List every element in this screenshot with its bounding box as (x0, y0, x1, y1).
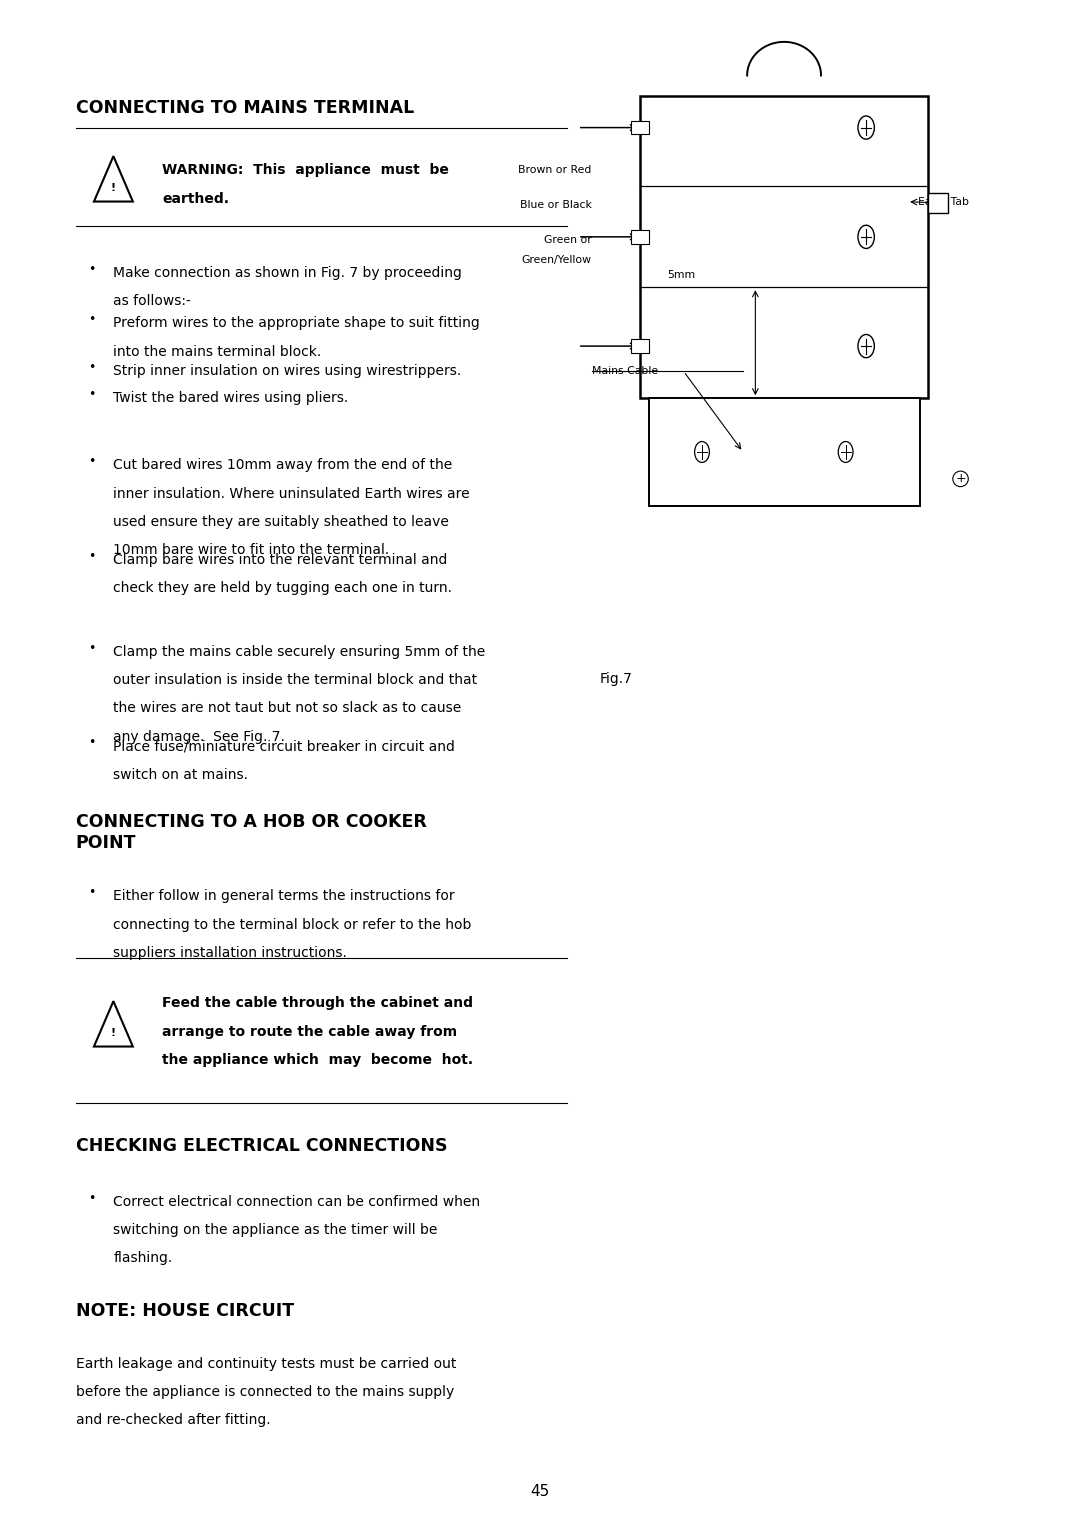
Text: •: • (89, 313, 96, 327)
Circle shape (858, 335, 875, 358)
Text: Earth Tab: Earth Tab (918, 197, 969, 206)
Text: Correct electrical connection can be confirmed when: Correct electrical connection can be con… (113, 1195, 481, 1209)
Text: Feed the cable through the cabinet and: Feed the cable through the cabinet and (162, 996, 473, 1010)
Text: any damage.  See Fig. 7.: any damage. See Fig. 7. (113, 729, 285, 744)
Text: Green/Yellow: Green/Yellow (522, 255, 592, 264)
Circle shape (838, 442, 853, 463)
Text: •: • (89, 361, 96, 374)
Text: Brown or Red: Brown or Red (518, 165, 592, 174)
Bar (640, 96, 928, 399)
Text: check they are held by tugging each one in turn.: check they are held by tugging each one … (113, 581, 453, 596)
Text: WARNING:  This  appliance  must  be: WARNING: This appliance must be (162, 163, 449, 177)
Text: switch on at mains.: switch on at mains. (113, 767, 248, 782)
Text: used ensure they are suitably sheathed to leave: used ensure they are suitably sheathed t… (113, 515, 449, 529)
Circle shape (858, 225, 875, 249)
Text: inner insulation. Where uninsulated Earth wires are: inner insulation. Where uninsulated Eart… (113, 486, 470, 501)
Text: the appliance which  may  become  hot.: the appliance which may become hot. (162, 1053, 473, 1067)
Text: flashing.: flashing. (113, 1251, 173, 1265)
Circle shape (694, 442, 710, 463)
Bar (632, 231, 649, 243)
Text: Blue or Black: Blue or Black (519, 200, 592, 209)
Text: •: • (89, 736, 96, 750)
Text: Preform wires to the appropriate shape to suit fitting: Preform wires to the appropriate shape t… (113, 316, 481, 330)
Text: NOTE: HOUSE CIRCUIT: NOTE: HOUSE CIRCUIT (76, 1302, 294, 1320)
Text: as follows:-: as follows:- (113, 293, 191, 309)
Text: switching on the appliance as the timer will be: switching on the appliance as the timer … (113, 1222, 437, 1238)
Text: •: • (89, 455, 96, 469)
Text: 10mm bare wire to fit into the terminal.: 10mm bare wire to fit into the terminal. (113, 544, 390, 558)
Text: •: • (89, 1192, 96, 1206)
Text: Fig.7: Fig.7 (599, 672, 632, 686)
Text: Cut bared wires 10mm away from the end of the: Cut bared wires 10mm away from the end o… (113, 458, 453, 472)
Text: into the mains terminal block.: into the mains terminal block. (113, 344, 322, 359)
Text: 5mm: 5mm (667, 270, 696, 280)
Text: •: • (89, 388, 96, 402)
Text: outer insulation is inside the terminal block and that: outer insulation is inside the terminal … (113, 672, 477, 688)
Text: Place fuse/miniature circuit breaker in circuit and: Place fuse/miniature circuit breaker in … (113, 740, 456, 753)
Text: CONNECTING TO MAINS TERMINAL: CONNECTING TO MAINS TERMINAL (76, 99, 414, 118)
Text: connecting to the terminal block or refer to the hob: connecting to the terminal block or refe… (113, 917, 472, 932)
Bar (632, 339, 649, 353)
Text: Either follow in general terms the instructions for: Either follow in general terms the instr… (113, 889, 455, 903)
Text: !: ! (111, 1028, 116, 1038)
Text: and re-checked after fitting.: and re-checked after fitting. (76, 1413, 270, 1427)
Bar (632, 121, 649, 134)
Text: !: ! (111, 183, 116, 193)
Text: Strip inner insulation on wires using wirestrippers.: Strip inner insulation on wires using wi… (113, 364, 461, 377)
Text: •: • (89, 550, 96, 564)
Text: Mains Cable: Mains Cable (592, 367, 658, 376)
Text: suppliers installation instructions.: suppliers installation instructions. (113, 946, 348, 960)
Text: CONNECTING TO A HOB OR COOKER
POINT: CONNECTING TO A HOB OR COOKER POINT (76, 813, 427, 853)
Text: Make connection as shown in Fig. 7 by proceeding: Make connection as shown in Fig. 7 by pr… (113, 266, 462, 280)
Text: Clamp bare wires into the relevant terminal and: Clamp bare wires into the relevant termi… (113, 553, 448, 567)
Text: 45: 45 (530, 1484, 550, 1499)
Text: earthed.: earthed. (162, 191, 229, 206)
Text: Green or: Green or (544, 235, 592, 244)
Text: •: • (89, 886, 96, 900)
Bar (649, 399, 919, 506)
Text: the wires are not taut but not so slack as to cause: the wires are not taut but not so slack … (113, 701, 461, 715)
Text: before the appliance is connected to the mains supply: before the appliance is connected to the… (76, 1384, 454, 1400)
Text: •: • (89, 263, 96, 277)
Circle shape (858, 116, 875, 139)
Text: +: + (955, 472, 966, 486)
Bar (928, 193, 948, 214)
Text: CHECKING ELECTRICAL CONNECTIONS: CHECKING ELECTRICAL CONNECTIONS (76, 1137, 447, 1155)
Text: Clamp the mains cable securely ensuring 5mm of the: Clamp the mains cable securely ensuring … (113, 645, 486, 659)
Text: Earth leakage and continuity tests must be carried out: Earth leakage and continuity tests must … (76, 1357, 456, 1371)
Text: arrange to route the cable away from: arrange to route the cable away from (162, 1025, 457, 1039)
Text: Twist the bared wires using pliers.: Twist the bared wires using pliers. (113, 391, 349, 405)
Text: •: • (89, 642, 96, 656)
